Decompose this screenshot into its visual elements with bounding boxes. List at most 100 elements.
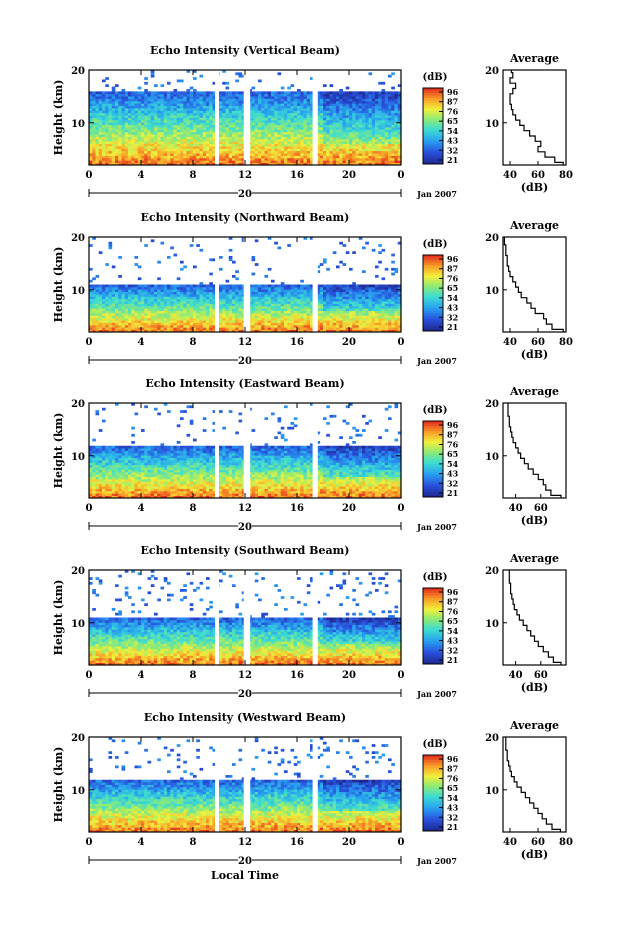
heatmap-cell <box>196 329 200 333</box>
heatmap-cell <box>368 136 373 140</box>
heatmap-cell <box>238 124 243 128</box>
heatmap-cell <box>196 244 200 247</box>
heatmap-cell <box>111 150 116 154</box>
heatmap-cell <box>251 124 256 128</box>
heatmap-cell <box>280 146 285 149</box>
heatmap-cell <box>176 313 181 316</box>
heatmap-cell <box>124 155 129 159</box>
heatmap-cell <box>232 284 236 288</box>
heatmap-cell <box>115 310 119 314</box>
heatmap-cell <box>170 305 174 309</box>
heatmap-cell <box>212 96 217 99</box>
heatmap-cell <box>365 91 369 95</box>
heatmap-cell <box>378 119 382 123</box>
heatmap-cell <box>209 294 213 297</box>
heatmap-cell <box>300 134 304 137</box>
heatmap-cell <box>95 308 100 312</box>
heatmap-cell <box>196 162 200 166</box>
heatmap-cell <box>332 108 337 111</box>
heatmap-cell <box>160 96 165 99</box>
heatmap-cell <box>284 305 288 309</box>
heatmap-cell <box>222 327 226 331</box>
heatmap-cell <box>267 134 272 137</box>
heatmap-cell <box>394 155 399 159</box>
heatmap-cell <box>163 291 168 295</box>
heatmap-cell <box>254 286 259 290</box>
heatmap-cell <box>267 315 272 319</box>
heatmap-cell <box>167 310 171 314</box>
heatmap-cell <box>365 315 369 319</box>
heatmap-cell <box>108 291 113 295</box>
heatmap-cell <box>173 286 178 290</box>
heatmap-cell <box>297 296 301 300</box>
heatmap-cell <box>300 110 304 114</box>
heatmap-cell <box>115 84 119 88</box>
heatmap-cell <box>280 298 285 302</box>
heatmap-cell <box>105 134 109 137</box>
heatmap-cell <box>251 155 256 159</box>
heatmap-cell <box>310 303 314 307</box>
heatmap-cell <box>225 279 230 283</box>
heatmap-cell <box>235 303 239 307</box>
heatmap-cell <box>134 103 139 107</box>
heatmap-cell <box>397 162 402 166</box>
heatmap-cell <box>332 294 337 297</box>
heatmap-cell <box>199 124 204 128</box>
heatmap-cell <box>95 108 100 111</box>
heatmap-cell <box>118 320 122 323</box>
heatmap-cell <box>267 127 272 130</box>
heatmap-cell <box>303 298 308 302</box>
heatmap-cell <box>95 322 100 326</box>
heatmap-cell <box>342 329 347 333</box>
heatmap-cell <box>219 305 223 309</box>
heatmap-cell <box>225 324 230 328</box>
heatmap-cell <box>173 160 178 164</box>
heatmap-cell <box>241 310 246 314</box>
heatmap-cell <box>293 136 298 140</box>
heatmap-cell <box>222 155 226 159</box>
heatmap-cell <box>144 303 148 307</box>
heatmap-cell <box>274 93 278 97</box>
heatmap-cell <box>362 301 366 304</box>
heatmap-cell <box>154 301 158 304</box>
heatmap-cell <box>92 301 96 304</box>
heatmap-cell <box>378 150 382 154</box>
heatmap-cell <box>362 153 366 156</box>
heatmap-cell <box>264 301 269 304</box>
heatmap-cell <box>141 155 145 159</box>
heatmap-cell <box>147 155 152 159</box>
heatmap-cell <box>264 317 269 321</box>
heatmap-cell <box>310 298 314 302</box>
heatmap-cell <box>251 258 256 262</box>
heatmap-cell <box>212 150 217 154</box>
heatmap-cell <box>183 329 187 333</box>
heatmap-cell <box>189 303 194 307</box>
heatmap-cell <box>202 103 207 107</box>
heatmap-cell <box>329 134 334 137</box>
heatmap-cell <box>280 127 285 130</box>
heatmap-cell <box>391 129 395 133</box>
heatmap-cell <box>212 115 217 118</box>
heatmap-cell <box>163 98 168 102</box>
heatmap-cell <box>137 160 142 164</box>
heatmap-cell <box>300 112 304 116</box>
heatmap-cell <box>147 150 152 154</box>
heatmap-cell <box>89 122 93 126</box>
heatmap-cell <box>111 303 116 307</box>
heatmap-cell <box>206 134 210 137</box>
heatmap-cell <box>150 103 155 107</box>
heatmap-cell <box>98 303 103 307</box>
heatmap-cell <box>332 112 337 116</box>
heatmap-cell <box>274 291 278 295</box>
heatmap-cell <box>170 129 174 133</box>
heatmap-cell <box>150 122 155 126</box>
heatmap-cell <box>339 146 343 149</box>
heatmap-cell <box>284 296 288 300</box>
heatmap-cell <box>183 298 187 302</box>
heatmap-cell <box>261 93 265 97</box>
heatmap-cell <box>193 138 197 142</box>
heatmap-cell <box>189 291 194 295</box>
heatmap-cell <box>329 119 334 123</box>
heatmap-cell <box>254 129 259 133</box>
heatmap-cell <box>189 284 194 288</box>
